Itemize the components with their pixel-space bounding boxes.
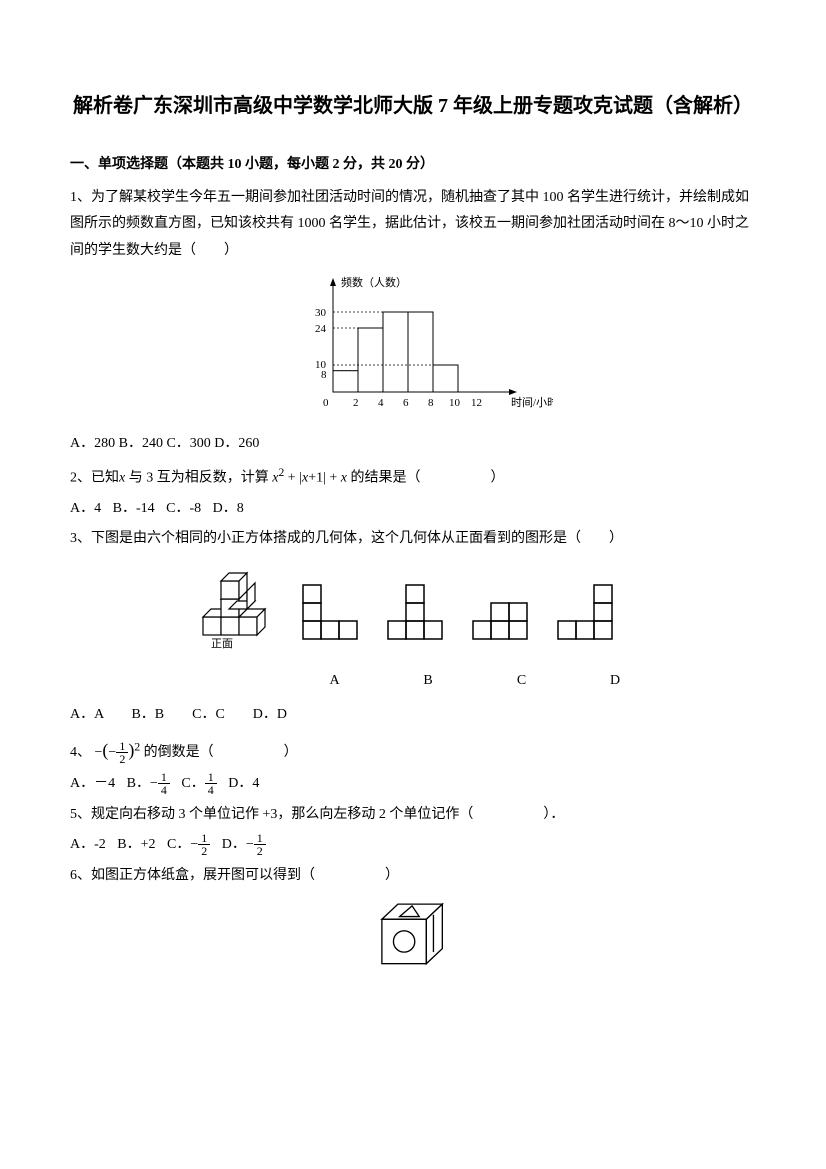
q2-part-b: 与 3 互为相反数，计算 (129, 470, 269, 485)
q4-text: 4、 −(−12)2 的倒数是（ ） (70, 733, 756, 767)
q3-label-a: A (290, 668, 380, 695)
q4-opt-d: D．4 (228, 771, 259, 798)
q2-opt-b: B．-14 (113, 496, 155, 523)
q3-label-b: B (383, 668, 473, 695)
svg-text:8: 8 (321, 369, 327, 381)
q5-opt-d: D．−12 (222, 832, 266, 859)
q2-part-a: 2、已知 (70, 470, 119, 485)
q1-histogram: 频数（人数） 时间/小时 30 24 10 8 0 2 4 6 8 10 12 (70, 272, 756, 423)
q5-options: A．-2 B．+2 C．−12 D．−12 (70, 832, 756, 859)
svg-text:6: 6 (403, 397, 409, 409)
q6-text: 6、如图正方体纸盒，展开图可以得到（ ） (70, 863, 756, 890)
q2-part-c: 的结果是（ ） (351, 470, 505, 485)
q2-text: 2、已知x 与 3 互为相反数，计算 x2 + |x+1| + x 的结果是（ … (70, 462, 756, 492)
q6-figure (70, 897, 756, 988)
q1-text: 1、为了解某校学生今年五一期间参加社团活动时间的情况，随机抽查了其中 100 名… (70, 185, 756, 265)
front-label: 正面 (211, 638, 233, 650)
q4-opt-a: A．－4 (70, 771, 115, 798)
svg-text:0: 0 (323, 397, 329, 409)
section-header: 一、单项选择题（本题共 10 小题，每小题 2 分，共 20 分） (70, 152, 756, 179)
q2-opt-c: C．-8 (166, 496, 201, 523)
q3-label-c: C (477, 668, 567, 695)
q5-text: 5、规定向右移动 3 个单位记作 +3，那么向左移动 2 个单位记作（ ）． (70, 802, 756, 829)
q5-opt-b: B．+2 (117, 832, 155, 859)
q3-options: A．A B．B C．C D．D (70, 702, 756, 729)
q4-opt-c: C．14 (181, 771, 216, 798)
page-title: 解析卷广东深圳市高级中学数学北师大版 7 年级上册专题攻克试题（含解析） (70, 90, 756, 122)
q5-opt-c: C．−12 (167, 832, 210, 859)
q4-opt-b: B．−14 (127, 771, 170, 798)
q3-figures: 正面 (70, 563, 756, 664)
q2-options: A．4 B．-14 C．-8 D．8 (70, 496, 756, 523)
q4-part-b: 的倒数是（ ） (144, 745, 298, 760)
q4-options: A．－4 B．−14 C．14 D．4 (70, 771, 756, 798)
svg-text:8: 8 (428, 397, 434, 409)
q2-opt-d: D．8 (213, 496, 244, 523)
q3-label-d: D (570, 668, 660, 695)
svg-text:30: 30 (315, 307, 327, 319)
q3-labels: A B C D (70, 668, 756, 695)
svg-text:24: 24 (315, 323, 327, 335)
q1-options: A．280 B．240 C．300 D．260 (70, 431, 756, 458)
ylabel: 频数（人数） (341, 275, 407, 289)
q4-part-a: 4、 (70, 745, 91, 760)
q5-opt-a: A．-2 (70, 832, 106, 859)
xlabel: 时间/小时 (511, 396, 553, 409)
svg-text:10: 10 (449, 397, 461, 409)
q3-text: 3、下图是由六个相同的小正方体搭成的几何体，这个几何体从正面看到的图形是（ ） (70, 526, 756, 553)
q2-opt-a: A．4 (70, 496, 101, 523)
svg-text:4: 4 (378, 397, 384, 409)
svg-text:2: 2 (353, 397, 359, 409)
svg-text:12: 12 (471, 397, 482, 409)
